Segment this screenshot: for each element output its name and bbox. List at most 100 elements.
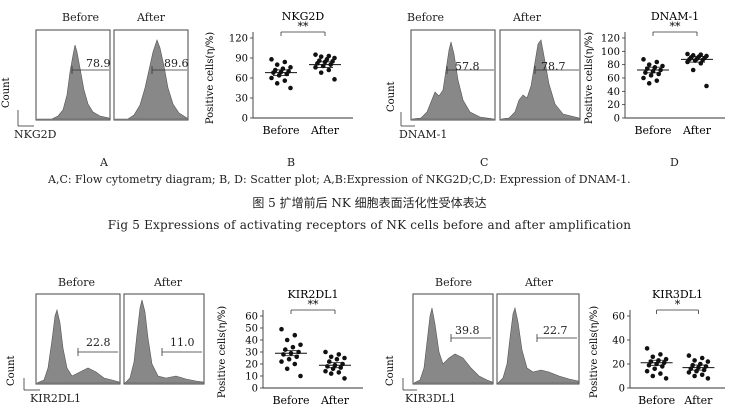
data-point [313, 65, 318, 70]
data-point [641, 57, 646, 62]
before-percent: 39.8 [455, 324, 480, 337]
data-point [290, 344, 296, 350]
data-point [328, 371, 334, 376]
histogram-after [124, 299, 204, 384]
x-category-label: Before [638, 394, 675, 407]
data-point [269, 57, 274, 62]
data-point [658, 352, 663, 357]
data-point [646, 62, 652, 67]
data-point [332, 77, 337, 82]
figure-caption-cn: 图 5 扩增前后 NK 细胞表面活化性受体表达 [252, 196, 487, 210]
data-point [658, 371, 663, 376]
chart-title: NKG2D [282, 10, 325, 23]
data-point [705, 359, 711, 364]
y-tick-label: 60 [607, 74, 620, 85]
before-percent: 57.8 [455, 60, 480, 73]
data-point [650, 354, 656, 360]
kir3dl1-flow-panel: Before After Count 39.8 22.7 KIR3DL1 [385, 268, 590, 412]
data-point [660, 63, 665, 69]
significance-marker: * [675, 298, 681, 311]
data-point [698, 61, 704, 66]
histogram-after [497, 306, 579, 384]
dnam1-histograms: Count [386, 29, 581, 127]
after-percent: 78.7 [541, 60, 566, 73]
y-tick-label: 60 [612, 312, 625, 323]
count-axis-label: Count [386, 81, 397, 112]
x-category-label: After [310, 124, 340, 137]
panel-letter-d: D [670, 156, 679, 169]
data-point [699, 355, 705, 361]
histogram-after [115, 39, 188, 120]
x-category-label: After [683, 394, 713, 407]
xaxis-label: DNAM-1 [399, 128, 448, 141]
data-point [699, 372, 705, 378]
data-point [685, 59, 690, 65]
data-point [654, 59, 660, 65]
y-axis-label: Positive cells(η/%) [205, 32, 216, 124]
data-point [641, 75, 646, 81]
dnam1-flow-panel: Before After Count 57.8 78.7 DNAM-1 [385, 0, 585, 150]
data-point [650, 373, 656, 379]
data-point [646, 81, 652, 86]
data-point [644, 346, 650, 351]
y-tick-label: 40 [607, 87, 620, 98]
y-axis-label: Positive cells(η/%) [589, 306, 600, 398]
dnam1-scatter-chart: DNAM-1 0 20 40 60 80 100 120 Positive cells(η/%)… [584, 10, 725, 137]
chart-title: DNAM-1 [651, 10, 699, 23]
nkg2d-flow-panel: Before After Count 78.9 89.6 NKG2D [0, 0, 200, 150]
y-tick-label: 0 [614, 114, 620, 125]
data-point [284, 366, 290, 372]
y-axis-label: Positive cells(η/%) [217, 306, 228, 398]
data-point [656, 71, 661, 77]
data-point [686, 370, 692, 375]
y-tick-label: 80 [607, 60, 620, 71]
y-tick-label: 10 [245, 372, 258, 383]
significance-marker: ** [298, 20, 310, 33]
before-label: Before [58, 276, 96, 289]
panel-letter-a: A [100, 156, 108, 169]
before-label: Before [62, 11, 100, 24]
y-tick-label: 100 [601, 47, 620, 58]
data-point [282, 78, 288, 83]
count-axis-label: Count [385, 355, 396, 386]
count-axis-label: Count [6, 355, 17, 386]
before-label: Before [435, 276, 473, 289]
data-point [342, 355, 347, 361]
data-point [332, 55, 337, 61]
y-tick-label: 60 [235, 74, 248, 85]
y-tick-label: 0 [619, 384, 625, 395]
data-point [323, 349, 328, 355]
after-percent: 11.0 [170, 336, 195, 349]
data-point [327, 359, 332, 364]
after-percent: 22.7 [543, 324, 568, 337]
data-point [313, 52, 318, 57]
data-point [692, 373, 697, 379]
data-point [323, 368, 328, 374]
panel-letter-c: C [480, 156, 489, 169]
count-axis-label: Count [1, 77, 12, 108]
before-percent: 78.9 [86, 57, 111, 70]
data-point [279, 359, 284, 364]
xaxis-label: KIR3DL1 [405, 392, 456, 405]
kir3dl1-scatter-chart: KIR3DL1 0 20 40 60 Positive cells(η/%) Before A… [589, 288, 725, 407]
data-point [663, 356, 669, 362]
data-point [292, 361, 298, 367]
data-point [330, 59, 335, 64]
histogram-before [37, 44, 110, 120]
x-category-label: Before [272, 394, 309, 407]
y-tick-label: 50 [245, 324, 258, 335]
chart-title: KIR3DL1 [652, 288, 703, 301]
figure-legend-line: A,C: Flow cytometry diagram; B, D: Scatt… [48, 173, 631, 186]
data-point [326, 67, 332, 73]
data-point [318, 54, 324, 59]
panel-letter-b: B [287, 156, 296, 169]
data-point [274, 81, 280, 86]
data-point [644, 368, 650, 374]
before-percent: 22.8 [86, 336, 111, 349]
data-point [342, 376, 347, 381]
data-point [269, 75, 274, 81]
data-point [660, 364, 665, 369]
histogram-before [36, 308, 120, 384]
x-category-label: Before [262, 124, 299, 137]
